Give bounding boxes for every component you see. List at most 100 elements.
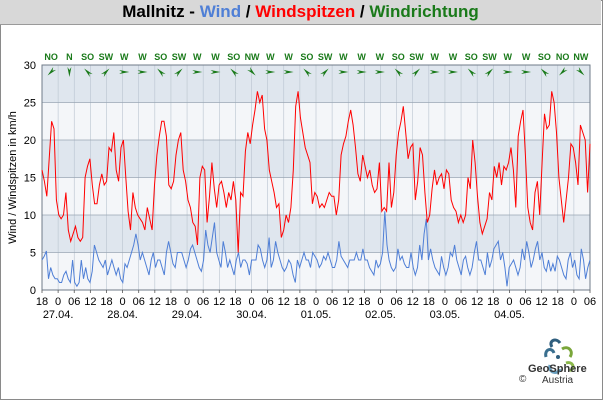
y-tick-label: 5 xyxy=(30,248,36,260)
x-tick-label: 06 xyxy=(68,296,80,308)
direction-arrow-icon xyxy=(338,70,349,74)
y-tick-label: 25 xyxy=(24,98,36,110)
direction-label: SO xyxy=(81,52,94,62)
direction-label: W xyxy=(266,52,275,62)
x-tick-label: 18 xyxy=(487,296,499,308)
x-tick-label: 12 xyxy=(278,296,290,308)
x-tick-label: 12 xyxy=(536,296,548,308)
direction-label: SW xyxy=(99,52,114,62)
y-axis-label: Wind / Windspitzen in km/h xyxy=(7,111,19,244)
direction-arrow-icon xyxy=(356,70,367,74)
direction-arrow-icon xyxy=(230,68,239,77)
copyright-symbol: © xyxy=(519,374,527,385)
direction-label: NW xyxy=(573,52,588,62)
direction-arrow-icon xyxy=(521,70,532,74)
series-line-gusts xyxy=(41,91,591,253)
x-tick-label: 06 xyxy=(133,296,145,308)
chart-title: Mallnitz - Wind / Windspitzen / Windrich… xyxy=(0,0,601,25)
x-tick-label: 18 xyxy=(358,296,370,308)
x-tick-label: 06 xyxy=(584,296,596,308)
direction-label: W xyxy=(138,52,147,62)
direction-arrow-icon xyxy=(411,68,421,77)
title-sep2: / xyxy=(241,2,256,21)
direction-label: W xyxy=(357,52,366,62)
x-tick-label: 18 xyxy=(165,296,177,308)
title-wind: Wind xyxy=(199,2,242,21)
x-tick-label: 06 xyxy=(519,296,531,308)
direction-arrow-icon xyxy=(448,70,458,74)
direction-arrow-icon xyxy=(265,70,276,74)
direction-label: W xyxy=(339,52,348,62)
direction-label: W xyxy=(376,52,385,62)
direction-arrow-icon xyxy=(303,68,312,77)
direction-arrow-icon xyxy=(247,67,256,76)
direction-arrow-icon xyxy=(394,68,404,77)
direction-label: W xyxy=(430,52,439,62)
direction-label: W xyxy=(211,52,220,62)
direction-arrow-icon xyxy=(559,67,568,76)
title-gusts: Windspitzen xyxy=(255,2,356,21)
x-date-label: 30.04. xyxy=(236,309,267,321)
x-tick-label: 0 xyxy=(377,296,383,308)
x-tick-label: 0 xyxy=(442,296,448,308)
direction-label: SW xyxy=(318,52,333,62)
title-direction: Windrichtung xyxy=(369,2,479,21)
x-tick-label: 0 xyxy=(55,296,61,308)
x-tick-label: 12 xyxy=(149,296,161,308)
direction-arrow-icon xyxy=(374,70,385,74)
x-tick-label: 12 xyxy=(471,296,483,308)
direction-arrow-icon xyxy=(67,67,72,77)
direction-label: W xyxy=(120,52,129,62)
direction-arrow-icon xyxy=(100,68,110,77)
direction-arrow-icon xyxy=(192,70,203,74)
direction-label: SW xyxy=(409,52,424,62)
direction-arrow-icon xyxy=(137,70,148,74)
x-tick-label: 18 xyxy=(423,296,435,308)
x-date-label: 03.05. xyxy=(430,309,461,321)
direction-label: W xyxy=(504,52,513,62)
x-tick-label: 06 xyxy=(197,296,209,308)
x-tick-label: 06 xyxy=(455,296,467,308)
direction-label: SW xyxy=(172,52,187,62)
x-tick-label: 0 xyxy=(120,296,126,308)
direction-label: NO xyxy=(44,52,58,62)
direction-label: SO xyxy=(154,52,167,62)
direction-arrow-icon xyxy=(210,70,221,74)
direction-label: W xyxy=(193,52,202,62)
title-sep1: - xyxy=(184,2,200,21)
x-tick-label: 0 xyxy=(571,296,577,308)
direction-arrow-icon xyxy=(174,68,183,77)
direction-arrow-icon xyxy=(119,70,130,74)
direction-label: SO xyxy=(300,52,313,62)
x-tick-label: 12 xyxy=(407,296,419,308)
direction-arrow-icon xyxy=(320,68,329,77)
direction-label: SO xyxy=(392,52,405,62)
x-tick-label: 0 xyxy=(248,296,254,308)
direction-label: SW xyxy=(482,52,497,62)
direction-arrow-icon xyxy=(467,68,477,77)
y-tick-label: 0 xyxy=(30,285,36,297)
direction-arrow-icon xyxy=(84,68,93,77)
x-tick-label: 18 xyxy=(294,296,306,308)
x-date-label: 04.05. xyxy=(494,309,525,321)
x-tick-label: 18 xyxy=(100,296,112,308)
y-tick-label: 15 xyxy=(24,173,36,185)
x-date-label: 27.04. xyxy=(43,309,74,321)
x-tick-label: 0 xyxy=(506,296,512,308)
logo-name: GeoSphere xyxy=(528,363,587,375)
direction-arrow-icon xyxy=(157,68,166,77)
x-tick-label: 12 xyxy=(213,296,225,308)
x-tick-label: 18 xyxy=(36,296,48,308)
direction-label: W xyxy=(522,52,531,62)
series-line-wind xyxy=(41,211,591,288)
x-tick-label: 18 xyxy=(552,296,564,308)
direction-arrow-icon xyxy=(502,70,513,74)
x-tick-label: 06 xyxy=(262,296,274,308)
x-tick-label: 0 xyxy=(184,296,190,308)
x-date-label: 02.05. xyxy=(365,309,396,321)
logo-subtitle: Austria xyxy=(542,375,574,386)
direction-label: NW xyxy=(245,52,260,62)
x-tick-label: 12 xyxy=(342,296,354,308)
geosphere-logo-icon xyxy=(544,338,575,374)
